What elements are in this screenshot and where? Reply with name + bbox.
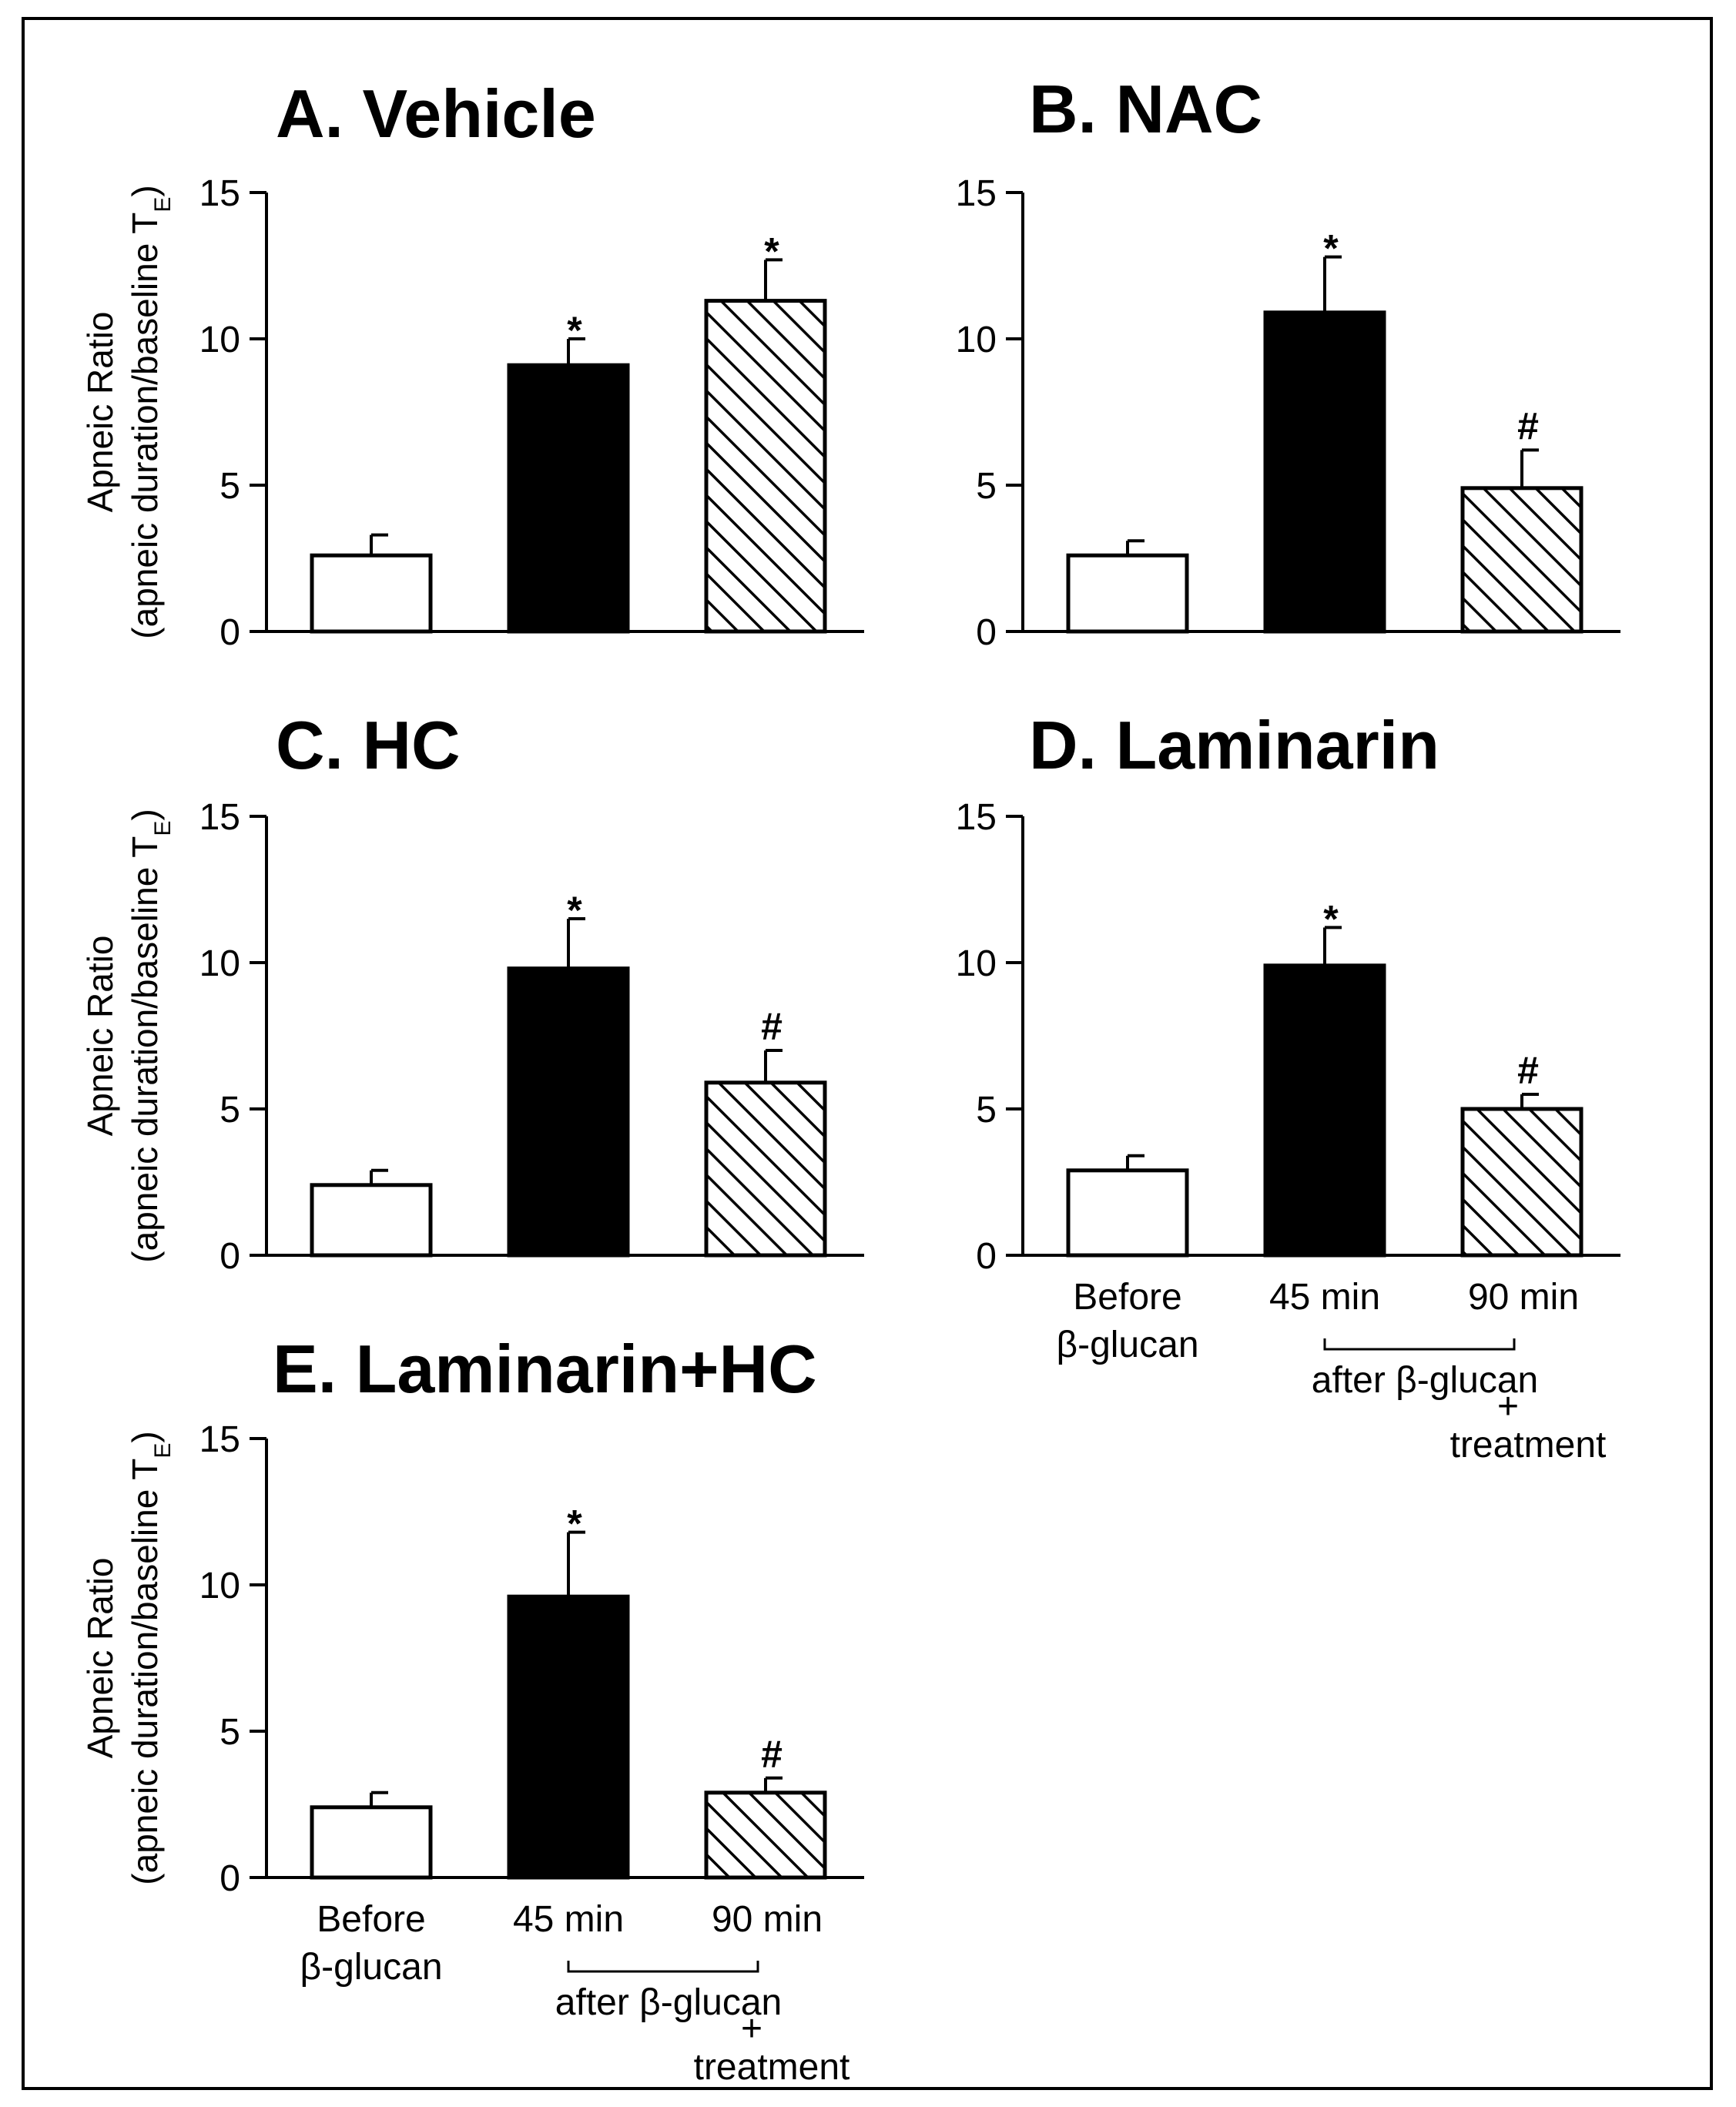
bracket-plus: + bbox=[741, 2008, 762, 2049]
bracket-after-glucan bbox=[1323, 1338, 1516, 1351]
x-label-45min: 45 min bbox=[1269, 1277, 1380, 1318]
x-label-90min: 90 min bbox=[712, 1899, 823, 1940]
bar-3 bbox=[704, 299, 827, 634]
y-axis-label-line1: Apneic Ratio bbox=[80, 936, 120, 1137]
y-axis-label: Apneic Ratio (apneic duration/baseline TE… bbox=[80, 1431, 176, 1884]
y-tick-label: 10 bbox=[199, 943, 240, 984]
y-axis-label: Apneic Ratio (apneic duration/baseline TE… bbox=[80, 185, 176, 638]
y-tick-label: 15 bbox=[199, 173, 240, 214]
y-axis-label-line2: (apneic duration/baseline TE) bbox=[125, 185, 176, 638]
bar-2 bbox=[1263, 963, 1386, 1258]
bar-1 bbox=[310, 553, 433, 634]
y-tick-label: 10 bbox=[956, 320, 997, 360]
y-tick-label: 5 bbox=[976, 1090, 997, 1131]
bracket-label: after β-glucan bbox=[555, 1982, 782, 2023]
bar-1 bbox=[1066, 553, 1189, 634]
bar-3 bbox=[1460, 486, 1584, 634]
panel-d: D. Laminarin 0 5 10 15 * # Before β-glucan 45 min… bbox=[956, 707, 1620, 1466]
y-axis-label: Apneic Ratio (apneic duration/baseline TE… bbox=[80, 809, 176, 1262]
y-tick-label: 5 bbox=[220, 466, 240, 507]
significance-star: * bbox=[764, 229, 779, 273]
panel-b: B. NAC 0 5 10 15 * # bbox=[956, 71, 1620, 653]
x-label-before-line1: Before bbox=[1073, 1277, 1181, 1318]
bar-2 bbox=[1263, 310, 1386, 634]
bar-2 bbox=[507, 363, 630, 634]
significance-star: * bbox=[1323, 897, 1339, 940]
y-axis-label-line1: Apneic Ratio bbox=[80, 312, 120, 513]
y-tick-label: 10 bbox=[199, 1566, 240, 1606]
bracket-treatment: treatment bbox=[694, 2047, 850, 2088]
y-tick-label: 15 bbox=[199, 797, 240, 838]
panel-title: E. Laminarin+HC bbox=[273, 1331, 817, 1407]
panel-a: A. Vehicle 0 5 10 15 Apneic Ratio (apneic dura… bbox=[80, 75, 864, 653]
bar-3 bbox=[1460, 1107, 1584, 1258]
bracket-after-glucan bbox=[567, 1961, 759, 1973]
bar-1 bbox=[310, 1805, 433, 1880]
panel-e: E. Laminarin+HC 0 5 10 15 Apneic Ratio (apneic… bbox=[80, 1331, 864, 2088]
y-axis-label-close: ) bbox=[125, 809, 165, 820]
y-axis-label-text: (apneic duration/baseline T bbox=[125, 213, 165, 639]
bar-1 bbox=[1066, 1168, 1189, 1258]
y-tick-label: 10 bbox=[199, 320, 240, 360]
y-tick-label: 5 bbox=[220, 1090, 240, 1131]
y-tick-label: 10 bbox=[956, 943, 997, 984]
significance-star: * bbox=[567, 889, 582, 932]
y-axis-label-subscript: E bbox=[150, 197, 176, 213]
significance-hash: # bbox=[1517, 1049, 1539, 1092]
y-tick-label: 15 bbox=[956, 173, 997, 214]
y-axis-label-subscript: E bbox=[150, 1443, 176, 1459]
significance-star: * bbox=[567, 1502, 582, 1546]
bar-2 bbox=[507, 1594, 630, 1880]
y-axis-label-text: (apneic duration/baseline T bbox=[125, 836, 165, 1263]
bar-2 bbox=[507, 966, 630, 1258]
significance-star: * bbox=[567, 309, 582, 352]
x-label-before-line2: β-glucan bbox=[300, 1947, 442, 1988]
panel-title: C. HC bbox=[276, 707, 461, 783]
panel-title: B. NAC bbox=[1029, 71, 1262, 147]
y-tick-label: 5 bbox=[976, 466, 997, 507]
bracket-label: after β-glucan bbox=[1312, 1360, 1538, 1401]
y-axis-label-close: ) bbox=[125, 1431, 165, 1442]
y-tick-label: 0 bbox=[220, 612, 240, 653]
significance-hash: # bbox=[761, 1005, 783, 1048]
panel-title: D. Laminarin bbox=[1029, 707, 1439, 783]
significance-hash: # bbox=[761, 1733, 783, 1776]
y-axis-label-line2: (apneic duration/baseline TE) bbox=[125, 809, 176, 1262]
y-tick-label: 15 bbox=[956, 797, 997, 838]
y-tick-label: 15 bbox=[199, 1419, 240, 1460]
x-label-90min: 90 min bbox=[1468, 1277, 1579, 1318]
y-axis-label-line2: (apneic duration/baseline TE) bbox=[125, 1431, 176, 1884]
bar-3 bbox=[704, 1790, 827, 1880]
y-tick-label: 0 bbox=[976, 1236, 997, 1277]
x-label-45min: 45 min bbox=[513, 1899, 624, 1940]
y-tick-label: 0 bbox=[220, 1236, 240, 1277]
y-axis-label-subscript: E bbox=[150, 821, 176, 836]
figure-frame bbox=[22, 17, 1713, 2090]
significance-star: * bbox=[1323, 227, 1339, 270]
significance-hash: # bbox=[1517, 404, 1539, 447]
panel-c: C. HC 0 5 10 15 Apneic Ratio (apneic duration/… bbox=[80, 707, 864, 1277]
x-label-before-line2: β-glucan bbox=[1056, 1325, 1198, 1365]
y-tick-label: 0 bbox=[976, 612, 997, 653]
panel-title: A. Vehicle bbox=[276, 75, 596, 152]
bar-3 bbox=[704, 1080, 827, 1258]
y-tick-label: 5 bbox=[220, 1712, 240, 1753]
y-tick-label: 0 bbox=[220, 1858, 240, 1899]
y-axis-label-text: (apneic duration/baseline T bbox=[125, 1459, 165, 1885]
y-axis-label-close: ) bbox=[125, 185, 165, 196]
bracket-treatment: treatment bbox=[1450, 1425, 1607, 1466]
y-axis-label-line1: Apneic Ratio bbox=[80, 1558, 120, 1759]
bar-1 bbox=[310, 1183, 433, 1258]
x-label-before-line1: Before bbox=[317, 1899, 425, 1940]
bracket-plus: + bbox=[1497, 1386, 1519, 1427]
